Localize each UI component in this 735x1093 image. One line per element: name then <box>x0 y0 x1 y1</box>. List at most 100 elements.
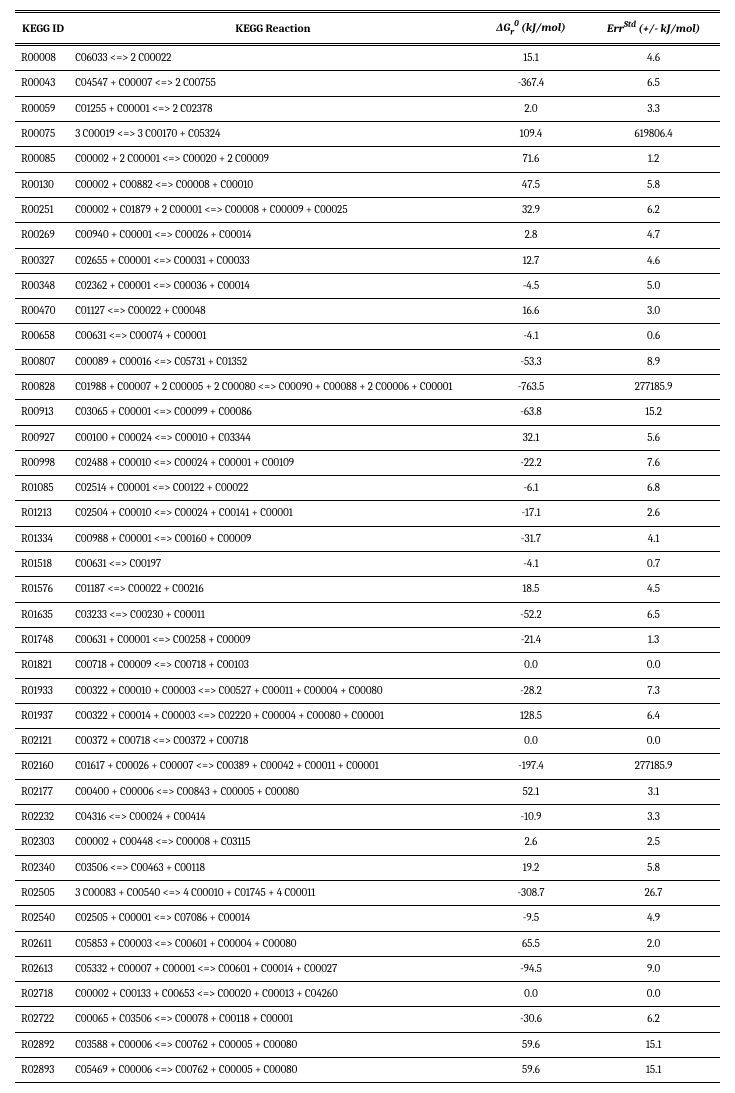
table-row: R02892C03588 + C00006 <=> C00762 + C0000… <box>15 1032 720 1057</box>
cell-reaction: C00322 + C00010 + C00003 <=> C00527 + C0… <box>71 678 475 703</box>
cell-delta-g: -367.4 <box>475 71 587 96</box>
cell-delta-g: 15.1 <box>475 45 587 71</box>
table-row: R00913C03065 + C00001 <=> C00099 + C0008… <box>15 400 720 425</box>
table-row: R00085C00002 + 2 C00001 <=> C00020 + 2 C… <box>15 147 720 172</box>
cell-kegg-id: R00348 <box>15 273 71 298</box>
cell-reaction: C06033 <=> 2 C00022 <box>71 45 475 71</box>
cell-kegg-id: R01518 <box>15 552 71 577</box>
table-row: R02613C05332 + C00007 + C00001 <=> C0060… <box>15 956 720 981</box>
table-row: R00348C02362 + C00001 <=> C00036 + C0001… <box>15 273 720 298</box>
cell-kegg-id: R02232 <box>15 805 71 830</box>
table-row: R00658C00631 <=> C00074 + C00001-4.10.6 <box>15 324 720 349</box>
cell-reaction: C00631 + C00001 <=> C00258 + C00009 <box>71 627 475 652</box>
cell-reaction: 3 C00019 <=> 3 C00170 + C05324 <box>71 122 475 147</box>
cell-kegg-id: R01933 <box>15 678 71 703</box>
cell-error: 3.0 <box>587 299 720 324</box>
cell-error: 6.4 <box>587 703 720 728</box>
cell-error: 3.3 <box>587 96 720 121</box>
table-row: R000753 C00019 <=> 3 C00170 + C05324109.… <box>15 122 720 147</box>
cell-reaction: 3 C00083 + C00540 <=> 4 C00010 + C01745 … <box>71 880 475 905</box>
cell-delta-g: 52.1 <box>475 779 587 804</box>
cell-reaction: C00400 + C00006 <=> C00843 + C00005 + C0… <box>71 779 475 804</box>
table-row: R01821C00718 + C00009 <=> C00718 + C0010… <box>15 653 720 678</box>
cell-error: 277185.9 <box>587 754 720 779</box>
cell-kegg-id: R02177 <box>15 779 71 804</box>
cell-kegg-id: R02303 <box>15 830 71 855</box>
cell-delta-g: 47.5 <box>475 172 587 197</box>
cell-error: 5.6 <box>587 425 720 450</box>
cell-error: 0.0 <box>587 653 720 678</box>
cell-reaction: C01617 + C00026 + C00007 <=> C00389 + C0… <box>71 754 475 779</box>
cell-error: 5.8 <box>587 172 720 197</box>
header-reaction: KEGG Reaction <box>71 12 475 45</box>
table-row: R02718C00002 + C00133 + C00653 <=> C0002… <box>15 982 720 1007</box>
cell-reaction: C03588 + C00006 <=> C00762 + C00005 + C0… <box>71 1032 475 1057</box>
cell-error: 6.2 <box>587 197 720 222</box>
cell-reaction: C00631 <=> C00074 + C00001 <box>71 324 475 349</box>
cell-reaction: C01988 + C00007 + 2 C00005 + 2 C00080 <=… <box>71 374 475 399</box>
cell-delta-g: 2.0 <box>475 96 587 121</box>
cell-reaction: C05332 + C00007 + C00001 <=> C00601 + C0… <box>71 956 475 981</box>
cell-kegg-id: R00075 <box>15 122 71 147</box>
cell-delta-g: -10.9 <box>475 805 587 830</box>
cell-kegg-id: R00269 <box>15 223 71 248</box>
cell-reaction: C00940 + C00001 <=> C00026 + C00014 <box>71 223 475 248</box>
table-row: R01933C00322 + C00010 + C00003 <=> C0052… <box>15 678 720 703</box>
table-row: R02540C02505 + C00001 <=> C07086 + C0001… <box>15 906 720 931</box>
cell-reaction: C00002 + C00448 <=> C00008 + C03115 <box>71 830 475 855</box>
cell-error: 2.6 <box>587 501 720 526</box>
cell-delta-g: 128.5 <box>475 703 587 728</box>
table-row: R00828C01988 + C00007 + 2 C00005 + 2 C00… <box>15 374 720 399</box>
cell-delta-g: -53.3 <box>475 349 587 374</box>
table-row: R01334C00988 + C00001 <=> C00160 + C0000… <box>15 526 720 551</box>
cell-error: 7.3 <box>587 678 720 703</box>
cell-delta-g: -4.1 <box>475 324 587 349</box>
cell-reaction: C05469 + C00006 <=> C00762 + C00005 + C0… <box>71 1058 475 1083</box>
table-row: R01635C03233 <=> C00230 + C00011-52.26.5 <box>15 602 720 627</box>
cell-kegg-id: R02121 <box>15 729 71 754</box>
cell-error: 619806.4 <box>587 122 720 147</box>
table-row: R02121C00372 + C00718 <=> C00372 + C0071… <box>15 729 720 754</box>
cell-error: 15.1 <box>587 1058 720 1083</box>
cell-kegg-id: R01821 <box>15 653 71 678</box>
cell-kegg-id: R02611 <box>15 931 71 956</box>
cell-delta-g: 0.0 <box>475 982 587 1007</box>
cell-reaction: C02488 + C00010 <=> C00024 + C00001 + C0… <box>71 450 475 475</box>
cell-kegg-id: R02722 <box>15 1007 71 1032</box>
cell-delta-g: -63.8 <box>475 400 587 425</box>
cell-delta-g: -31.7 <box>475 526 587 551</box>
cell-error: 3.1 <box>587 779 720 804</box>
table-row: R02160C01617 + C00026 + C00007 <=> C0038… <box>15 754 720 779</box>
cell-delta-g: -52.2 <box>475 602 587 627</box>
table-row: R02177C00400 + C00006 <=> C00843 + C0000… <box>15 779 720 804</box>
cell-delta-g: -17.1 <box>475 501 587 526</box>
cell-error: 5.0 <box>587 273 720 298</box>
cell-kegg-id: R00658 <box>15 324 71 349</box>
table-row: R01576C01187 <=> C00022 + C0021618.54.5 <box>15 577 720 602</box>
table-row: R00327C02655 + C00001 <=> C00031 + C0003… <box>15 248 720 273</box>
cell-delta-g: -21.4 <box>475 627 587 652</box>
cell-reaction: C05853 + C00003 <=> C00601 + C00004 + C0… <box>71 931 475 956</box>
table-row: R02232C04316 <=> C00024 + C00414-10.93.3 <box>15 805 720 830</box>
cell-reaction: C00718 + C00009 <=> C00718 + C00103 <box>71 653 475 678</box>
cell-error: 277185.9 <box>587 374 720 399</box>
cell-kegg-id: R01937 <box>15 703 71 728</box>
cell-error: 15.2 <box>587 400 720 425</box>
cell-reaction: C03506 <=> C00463 + C00118 <box>71 855 475 880</box>
table-body: R00008C06033 <=> 2 C0002215.14.6R00043C0… <box>15 45 720 1083</box>
cell-kegg-id: R02613 <box>15 956 71 981</box>
cell-delta-g: 59.6 <box>475 1058 587 1083</box>
cell-error: 7.6 <box>587 450 720 475</box>
cell-delta-g: -197.4 <box>475 754 587 779</box>
table-row: R00130C00002 + C00882 <=> C00008 + C0001… <box>15 172 720 197</box>
cell-error: 2.5 <box>587 830 720 855</box>
table-row: R025053 C00083 + C00540 <=> 4 C00010 + C… <box>15 880 720 905</box>
cell-delta-g: 0.0 <box>475 729 587 754</box>
header-kegg-id: KEGG ID <box>15 12 71 45</box>
table-row: R02611C05853 + C00003 <=> C00601 + C0000… <box>15 931 720 956</box>
reactions-table: KEGG ID KEGG Reaction ΔGr0 (kJ/mol) ErrS… <box>15 10 720 1083</box>
cell-reaction: C02655 + C00001 <=> C00031 + C00033 <box>71 248 475 273</box>
cell-delta-g: 12.7 <box>475 248 587 273</box>
table-row: R02303C00002 + C00448 <=> C00008 + C0311… <box>15 830 720 855</box>
cell-delta-g: 109.4 <box>475 122 587 147</box>
